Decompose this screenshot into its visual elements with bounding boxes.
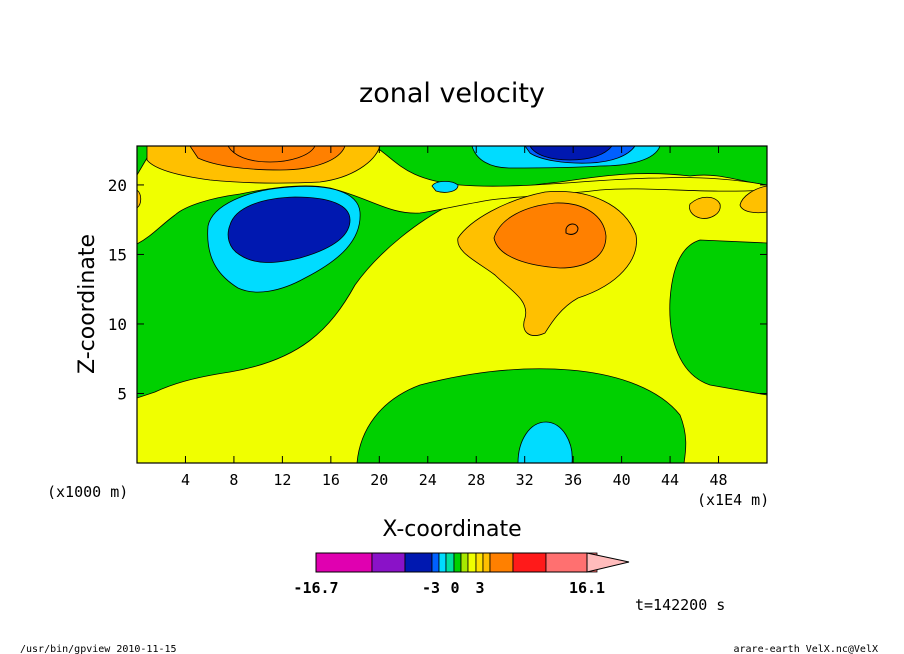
- region-dark-orange-center: [493, 202, 607, 269]
- x-tick-label: 4: [181, 471, 190, 489]
- plot-frame: [136, 145, 768, 464]
- colorbar-box: [371, 552, 406, 573]
- colorbar-box: [438, 552, 447, 573]
- x-tick-label: 36: [564, 471, 582, 489]
- colorbar-box: [482, 552, 491, 573]
- y-tick-label: 5: [117, 384, 127, 403]
- region-right-green: [669, 239, 767, 396]
- region-blue-upper-left: [227, 196, 351, 263]
- x-ticks: 4 8 12 16 20 24 28 32 36 40 44 48: [181, 146, 728, 489]
- x-tick-label: 8: [229, 471, 238, 489]
- x-axis-label: X-coordinate: [382, 517, 521, 542]
- time-label: t=142200 s: [635, 596, 725, 614]
- colorbar-label-zero: 0: [450, 579, 459, 597]
- region-red-center: [565, 223, 579, 235]
- colorbar-box: [431, 552, 440, 573]
- contour-field: [137, 146, 767, 463]
- x-tick-label: 44: [661, 471, 679, 489]
- colorbar-label-max: 16.1: [569, 579, 605, 597]
- x-tick-label: 20: [370, 471, 388, 489]
- region-dark-blue-top-right: [529, 146, 613, 161]
- x-tick-label: 24: [419, 471, 437, 489]
- region-bottom-green: [356, 368, 687, 463]
- y-tick-label: 20: [108, 176, 127, 195]
- x-tick-label: 16: [322, 471, 340, 489]
- colorbar-box: [315, 552, 373, 573]
- colorbar-box: [460, 552, 469, 573]
- colorbar-frame: [315, 552, 588, 573]
- x-tick-label: 12: [273, 471, 291, 489]
- footer-left: /usr/bin/gpview 2010-11-15: [20, 644, 177, 654]
- region-red-top-left: [227, 146, 316, 163]
- colorbar-label-pos3: 3: [475, 579, 484, 597]
- region-orange-right-edge: [739, 185, 767, 214]
- chart-title: zonal velocity: [359, 78, 545, 109]
- region-cyan-small: [431, 180, 459, 193]
- x-unit-label: (x1E4 m): [697, 491, 769, 509]
- y-ticks: 5 10 15 20: [108, 176, 767, 403]
- region-cyan-bottom: [517, 421, 573, 463]
- region-orange-right-top: [689, 196, 721, 219]
- y-unit-label: (x1000 m): [47, 483, 128, 501]
- colorbar-label-neg3: -3: [422, 579, 440, 597]
- x-tick-label: 28: [467, 471, 485, 489]
- x-tick-label: 40: [613, 471, 631, 489]
- colorbar-box: [404, 552, 433, 573]
- colorbar-box: [445, 552, 455, 573]
- colorbar-box: [489, 552, 514, 573]
- x-tick-label: 32: [516, 471, 534, 489]
- colorbar-label-min: -16.7: [293, 579, 338, 597]
- y-axis-label: Z-coordinate: [75, 234, 100, 374]
- colorbar-arrow: [586, 552, 630, 573]
- x-tick-label: 48: [710, 471, 728, 489]
- footer-right: arare-earth_VelX.nc@VelX: [734, 644, 879, 654]
- colorbar-box: [512, 552, 547, 573]
- y-tick-label: 15: [108, 245, 127, 264]
- colorbar-box: [475, 552, 484, 573]
- colorbar: [315, 552, 630, 573]
- colorbar-box: [453, 552, 462, 573]
- colorbar-box: [467, 552, 477, 573]
- y-tick-label: 10: [108, 315, 127, 334]
